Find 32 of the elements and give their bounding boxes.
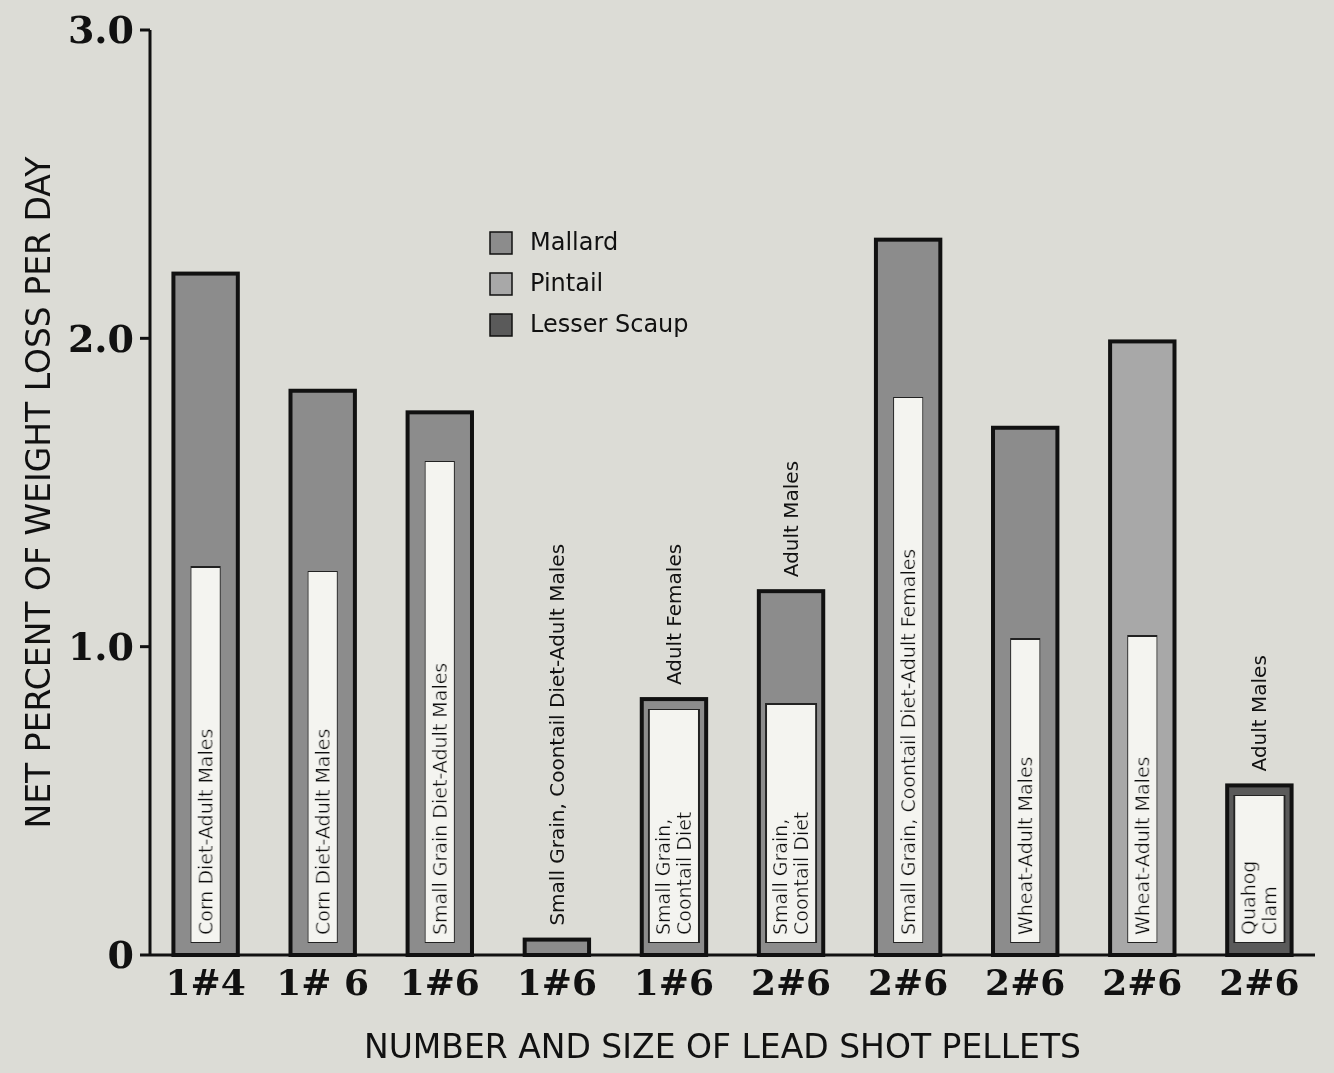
- annotation: Small Grain, Coontail Diet-Adult Females: [897, 548, 920, 935]
- x-tick-label: 1#6: [516, 961, 597, 1003]
- annotation: Adult Males: [1247, 655, 1272, 772]
- x-tick-label: 2#6: [868, 961, 949, 1003]
- annotation: Quahog Clam: [1237, 860, 1281, 935]
- legend-label: Pintail: [530, 269, 604, 297]
- annotation: Corn Diet-Adult Males: [311, 728, 334, 935]
- legend-label: Mallard: [530, 228, 619, 256]
- annotation: Adult Females: [661, 543, 686, 686]
- annotation: Small Grain, Coontail Diet: [651, 811, 695, 935]
- annotation: Wheat-Adult Males: [1014, 756, 1037, 935]
- annotation: Adult Males: [779, 460, 804, 578]
- x-tick-label: 1#4: [165, 961, 246, 1003]
- y-axis-title: NET PERCENT OF WEIGHT LOSS PER DAY: [19, 155, 58, 829]
- annotation: Small Grain Diet-Adult Males: [428, 662, 451, 935]
- annotation: Small Grain, Coontail Diet: [769, 811, 813, 935]
- y-tick-label: 2.0: [67, 315, 134, 361]
- annotation: Corn Diet-Adult Males: [194, 728, 217, 935]
- x-axis-title: NUMBER AND SIZE OF LEAD SHOT PELLETS: [363, 1027, 1082, 1066]
- x-tick-label: 1#6: [399, 961, 480, 1003]
- annotation: Wheat-Adult Males: [1131, 756, 1154, 935]
- x-tick-label: 1#6: [633, 961, 715, 1003]
- y-tick-label: 0: [107, 932, 134, 978]
- y-tick-label: 1.0: [67, 623, 134, 669]
- x-tick-label: 2#6: [1102, 961, 1183, 1003]
- y-tick-label: 3.0: [67, 7, 134, 53]
- x-tick-label: 1# 6: [276, 961, 370, 1003]
- annotation: Small Grain, Coontail Diet-Adult Males: [544, 543, 569, 926]
- legend-label: Lesser Scaup: [530, 310, 689, 338]
- x-tick-label: 2#6: [1219, 961, 1300, 1003]
- x-tick-label: 2#6: [750, 961, 832, 1003]
- x-tick-label: 2#6: [985, 961, 1066, 1003]
